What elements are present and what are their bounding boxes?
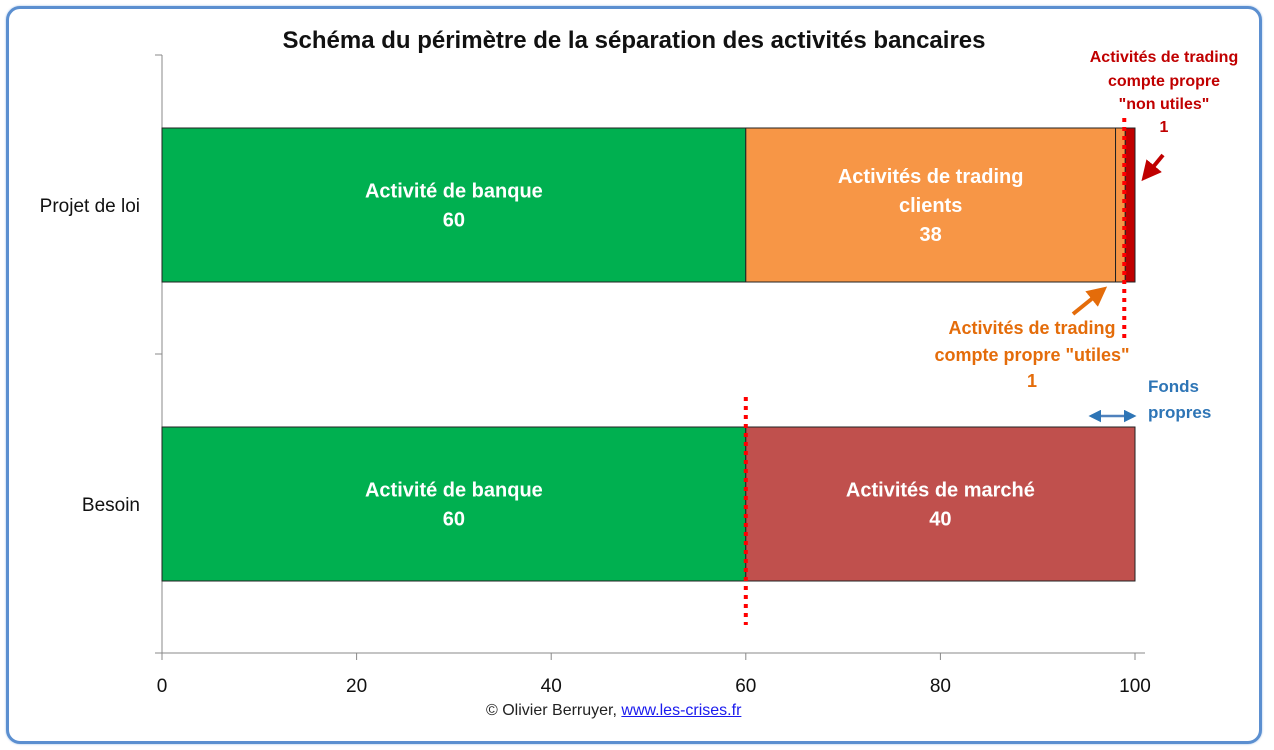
segment-label: Activités de marché: [846, 480, 1035, 502]
annotation-non-utiles-text: "non utiles": [1119, 96, 1210, 113]
x-tick-label: 20: [346, 676, 367, 697]
footer: © Olivier Berruyer, www.les-crises.fr: [486, 702, 741, 720]
footer-copyright: © Olivier Berruyer,: [486, 702, 617, 719]
annotation-utiles-text: compte propre "utiles": [934, 345, 1129, 365]
segment-label: 60: [443, 210, 465, 232]
segment-label: Activité de banque: [365, 480, 543, 502]
annotation-non-utiles-text: 1: [1160, 119, 1169, 136]
annotation-fonds-propres-text: propres: [1148, 403, 1211, 422]
segment-label: 38: [920, 224, 942, 246]
segment-label: Activités de trading: [838, 166, 1024, 188]
bar-segment: [1115, 127, 1126, 283]
segment-label: Activité de banque: [365, 181, 543, 203]
annotation-utiles-text: 1: [1027, 371, 1037, 391]
bar-segment: [161, 426, 747, 582]
annotation-fonds-propres-text: Fonds: [1148, 377, 1199, 396]
category-label: Projet de loi: [40, 196, 140, 217]
x-tick-label: 100: [1119, 676, 1151, 697]
annotation-arrow: [1071, 286, 1108, 316]
annotation-non-utiles-text: compte propre: [1108, 73, 1220, 90]
annotation-non-utiles-text: Activités de trading: [1090, 49, 1238, 66]
segment-label: clients: [899, 195, 962, 217]
segment-label: 40: [929, 509, 951, 531]
annotation-arrow: [1141, 153, 1165, 182]
annotation-utiles-text: Activités de trading: [948, 318, 1115, 338]
bar-segment: [745, 127, 1117, 283]
x-tick-label: 40: [541, 676, 562, 697]
x-tick-label: 80: [930, 676, 951, 697]
segment-label: 60: [443, 509, 465, 531]
bar-segment: [745, 426, 1136, 582]
bar-segment: [1124, 127, 1136, 283]
footer-link[interactable]: www.les-crises.fr: [621, 702, 742, 719]
x-tick-label: 60: [735, 676, 756, 697]
category-label: Besoin: [82, 495, 140, 516]
bar-segment: [161, 127, 747, 283]
x-tick-label: 0: [157, 676, 168, 697]
chart-title: Schéma du périmètre de la séparation des…: [283, 27, 986, 54]
